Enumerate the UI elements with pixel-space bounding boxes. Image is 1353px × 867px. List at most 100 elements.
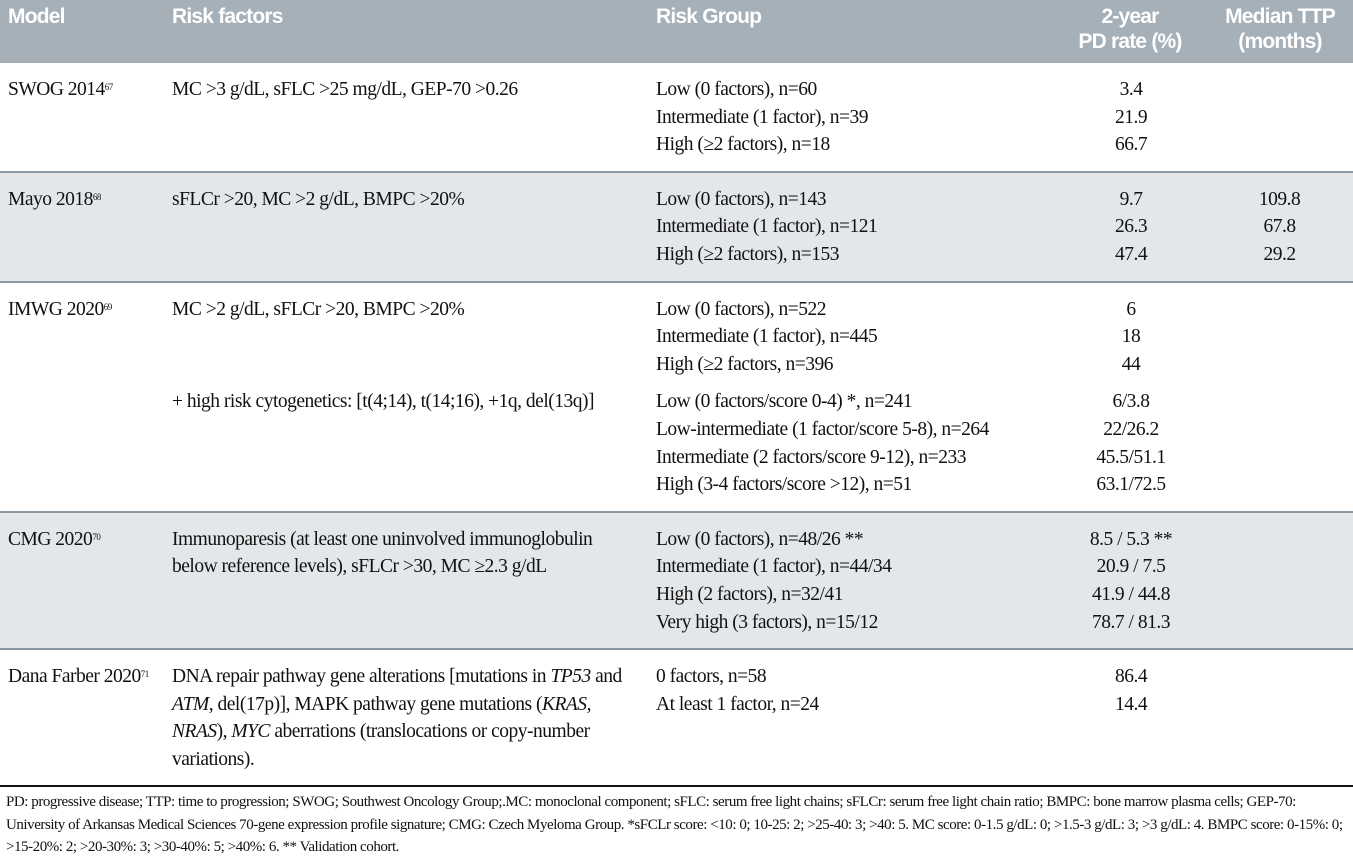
pd-rate-cell-line: 22/26.2	[1103, 418, 1159, 440]
risk-group-cell-line: High (2 factors), n=32/41	[656, 583, 843, 605]
risk-factors-cytogenetics: + high risk cytogenetics: [t(4;14), t(14…	[172, 391, 595, 413]
pd-rate-cell-line: 66.7	[1114, 134, 1148, 156]
median-ttp-cell-line	[1206, 553, 1353, 581]
median-ttp-cell-line	[1206, 691, 1353, 719]
reference-number: 69	[103, 301, 113, 312]
table-header: Model Risk factors Risk Group 2-year PD r…	[0, 0, 1353, 63]
risk-group-cell-line: High (3-4 factors/score >12), n=51	[656, 474, 912, 496]
model-name: Mayo 2018	[8, 188, 93, 210]
pd-rate-cell-line: 44	[1121, 353, 1141, 375]
pd-rate-cell-line: 63.1/72.5	[1096, 474, 1166, 496]
pd-rate-cell-line: 18	[1121, 326, 1141, 348]
risk-factors-text: DNA repair pathway gene alterations [mut…	[172, 666, 551, 688]
risk-factors-cell: sFLCr >20, MC >2 g/dL, BMPC >20%	[172, 186, 656, 269]
header-pd-rate-line2: PD rate (%)	[1078, 30, 1182, 53]
header-pd-rate: 2-year PD rate (%)	[1040, 4, 1220, 54]
risk-factors-text: sFLCr >20, MC >2 g/dL, BMPC >20%	[172, 188, 465, 210]
median-ttp-cell-line	[1206, 104, 1353, 132]
risk-group-cell-line: High (≥2 factors, n=396	[656, 353, 834, 375]
model-cell: SWOG 201467	[8, 76, 172, 159]
median-ttp-cell-line	[1206, 609, 1353, 637]
risk-group-cell-line: Intermediate (1 factor), n=39	[656, 106, 868, 128]
risk-factors-text: ),	[216, 721, 232, 743]
pd-rate-cell-line: 6/3.8	[1112, 391, 1150, 413]
table-row: SWOG 201467 MC >3 g/dL, sFLC >25 mg/dL, G…	[0, 63, 1353, 171]
model-cell: IMWG 202069	[8, 296, 172, 499]
pd-rate-cell-line: 3.4	[1119, 79, 1143, 100]
pd-rate-cell-line: 6	[1126, 298, 1136, 320]
risk-group-cell-line: Low (0 factors), n=522	[656, 298, 827, 320]
pd-rate-cell-line: 86.4	[1114, 666, 1148, 688]
median-ttp-cell-line	[1206, 444, 1353, 472]
median-ttp-cell-line: 29.2	[1263, 243, 1296, 265]
model-name: SWOG 2014	[8, 79, 105, 100]
risk-group-lines: Low (0 factors), n=143 9.7 109.8 Intermedia…	[656, 186, 1353, 269]
risk-group-cell-line: Very high (3 factors), n=15/12	[656, 611, 878, 633]
median-ttp-cell-line	[1206, 416, 1353, 444]
risk-group-lines: 0 factors, n=58 86.4 At least 1 factor, n=…	[656, 663, 1353, 773]
risk-factors-text: aberrations (translocations or copy-numb…	[172, 721, 590, 770]
header-model: Model	[8, 5, 65, 28]
pd-rate-cell-line: 14.4	[1114, 693, 1148, 715]
table-row: CMG 202070 Immunoparesis (at least one un…	[0, 510, 1353, 649]
median-ttp-cell-line	[1206, 581, 1353, 609]
pd-rate-cell-line: 20.9 / 7.5	[1096, 556, 1166, 578]
risk-group-cell-line: Low (0 factors), n=60	[656, 79, 817, 100]
risk-group-cell-line: Low (0 factors), n=48/26 **	[656, 528, 864, 550]
risk-factors-cell: DNA repair pathway gene alterations [mut…	[172, 663, 656, 773]
risk-factors-text: MC >2 g/dL, sFLCr >20, BMPC >20%	[172, 298, 465, 320]
header-pd-rate-line1: 2-year	[1101, 5, 1159, 28]
median-ttp-cell-line	[1206, 76, 1353, 104]
median-ttp-cell-line	[1206, 131, 1353, 159]
risk-factors-text: KRAS	[541, 693, 587, 715]
risk-group-cell-line: High (≥2 factors), n=153	[656, 243, 840, 265]
pd-rate-cell-line: 8.5 / 5.3 **	[1089, 528, 1173, 550]
pd-rate-cell-line: 9.7	[1119, 188, 1143, 210]
model-name: Dana Farber 2020	[8, 666, 141, 688]
model-cell: Dana Farber 202071	[8, 663, 172, 773]
model-cell: CMG 202070	[8, 526, 172, 636]
header-median-ttp: Median TTP (months)	[1210, 4, 1350, 54]
risk-group-cell-line: High (≥2 factors), n=18	[656, 134, 830, 156]
risk-group-cell-line: 0 factors, n=58	[656, 666, 767, 688]
median-ttp-cell-line	[1206, 323, 1353, 351]
risk-factors-cell: MC >3 g/dL, sFLC >25 mg/dL, GEP-70 >0.26	[172, 76, 656, 159]
risk-group-cell-line: Low (0 factors), n=143	[656, 188, 827, 210]
risk-group-lines: Low (0 factors), n=60 3.4 Intermediate (1 …	[656, 76, 1353, 159]
risk-group-lines: Low (0 factors), n=522 6 Intermediate (1 f…	[656, 296, 1353, 379]
risk-group-cell-line: Intermediate (2 factors/score 9-12), n=2…	[656, 446, 967, 468]
header-risk-group: Risk Group	[656, 5, 762, 28]
pd-rate-cell-line: 47.4	[1114, 243, 1148, 265]
header-ttp-line1: Median TTP	[1225, 5, 1336, 28]
risk-factors-text: ATM	[172, 693, 209, 715]
median-ttp-cell-line	[1206, 388, 1353, 416]
risk-group-lines: Low (0 factors/score 0-4) *, n=241 6/3.8 L…	[656, 388, 1353, 498]
risk-model-table: Model Risk factors Risk Group 2-year PD r…	[0, 0, 1353, 785]
risk-factors-text: , del(17p)], MAPK pathway gene mutations…	[208, 693, 543, 715]
risk-group-lines: Low (0 factors), n=48/26 ** 8.5 / 5.3 ** I…	[656, 526, 1353, 636]
risk-group-cell-line: Intermediate (1 factor), n=121	[656, 216, 878, 238]
median-ttp-cell-line	[1206, 526, 1353, 554]
reference-number: 70	[92, 531, 101, 542]
table-row: Dana Farber 202071 DNA repair pathway gen…	[0, 648, 1353, 785]
pd-rate-cell-line: 26.3	[1114, 216, 1148, 238]
risk-factors-text: MYC	[231, 721, 270, 743]
risk-group-cell-line: At least 1 factor, n=24	[656, 693, 819, 715]
reference-number: 67	[104, 82, 114, 92]
pd-rate-cell-line: 41.9 / 44.8	[1092, 583, 1170, 605]
risk-group-cell-line: Intermediate (1 factor), n=44/34	[656, 556, 892, 578]
model-name: IMWG 2020	[8, 298, 104, 320]
risk-factors-text: NRAS	[172, 721, 217, 743]
table-row: IMWG 202069 MC >2 g/dL, sFLCr >20, BMPC >…	[0, 280, 1353, 511]
model-cell: Mayo 201868	[8, 186, 172, 269]
risk-group-cell-line: Low-intermediate (1 factor/score 5-8), n…	[656, 418, 989, 440]
median-ttp-cell-line	[1206, 471, 1353, 499]
table-row: Mayo 201868 sFLCr >20, MC >2 g/dL, BMPC >…	[0, 170, 1353, 281]
pd-rate-cell-line: 45.5/51.1	[1096, 446, 1166, 468]
median-ttp-cell-line	[1206, 296, 1353, 324]
risk-factors-text: Immunoparesis (at least one uninvolved i…	[172, 528, 593, 578]
median-ttp-cell-line: 109.8	[1258, 188, 1301, 210]
median-ttp-cell-line	[1206, 663, 1353, 691]
median-ttp-cell-line	[1206, 351, 1353, 379]
model-name: CMG 2020	[8, 528, 93, 550]
